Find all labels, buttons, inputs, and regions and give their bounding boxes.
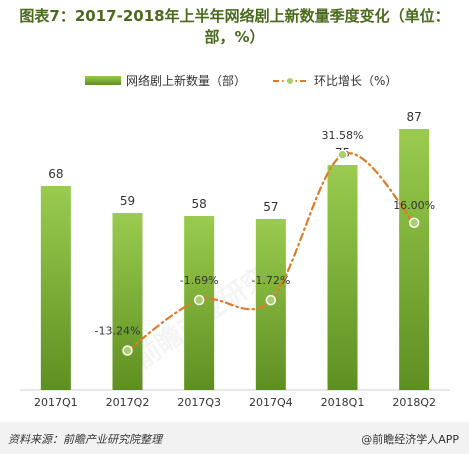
growth-point — [408, 217, 420, 229]
growth-value-label: -1.72% — [251, 274, 290, 287]
bar-value-label: 87 — [407, 110, 422, 124]
x-tick-label: 2017Q2 — [106, 396, 150, 409]
legend-item-bars: 网络剧上新数量（部） — [85, 72, 246, 89]
legend-bar-swatch — [85, 76, 121, 85]
chart-title: 图表7：2017-2018年上半年网络剧上新数量季度变化（单位： 部，%） — [0, 6, 469, 48]
chart-title-line2: 部，%） — [204, 28, 265, 46]
bar-value-label: 68 — [48, 167, 63, 181]
bar-value-label: 58 — [192, 197, 207, 211]
legend-bar-label: 网络剧上新数量（部） — [126, 74, 247, 88]
bar-value-label: 57 — [263, 200, 278, 214]
growth-point — [193, 294, 205, 306]
bar-2018Q1 — [327, 165, 358, 390]
bar-value-label: 59 — [120, 194, 135, 208]
bar-2018Q2 — [399, 129, 430, 390]
growth-value-label: -13.24% — [95, 324, 141, 337]
growth-point — [337, 149, 348, 161]
growth-point — [265, 294, 277, 306]
x-tick-label: 2018Q2 — [392, 396, 436, 409]
growth-value-label: 31.58% — [322, 129, 364, 142]
x-tick-label: 2017Q4 — [249, 396, 293, 409]
combo-chart: 682017Q1592017Q2582017Q3572017Q4752018Q1… — [20, 110, 450, 409]
legend-item-line: 环比增长（%） — [272, 72, 397, 89]
x-tick-label: 2017Q1 — [34, 396, 78, 409]
bar-2017Q2 — [112, 213, 143, 390]
x-tick-label: 2018Q1 — [321, 396, 365, 409]
chart-title-line1: 图表7：2017-2018年上半年网络剧上新数量季度变化（单位： — [19, 7, 450, 25]
legend-line-swatch — [273, 76, 307, 85]
growth-value-label: -1.69% — [180, 274, 219, 287]
legend-line-label: 环比增长（%） — [314, 74, 398, 88]
growth-line — [126, 152, 416, 352]
growth-point — [122, 345, 133, 356]
x-tick-label: 2017Q3 — [177, 396, 221, 409]
footer: 资料来源：前瞻产业研究院整理 @前瞻经济学人APP — [0, 422, 469, 454]
growth-value-label: 16.00% — [393, 199, 435, 212]
chart-legend: 网络剧上新数量（部） 环比增长（%） — [0, 72, 469, 92]
bar-2017Q1 — [40, 186, 71, 390]
source-note: 资料来源：前瞻产业研究院整理 — [8, 433, 162, 446]
brand-label: @前瞻经济学人APP — [361, 433, 459, 446]
